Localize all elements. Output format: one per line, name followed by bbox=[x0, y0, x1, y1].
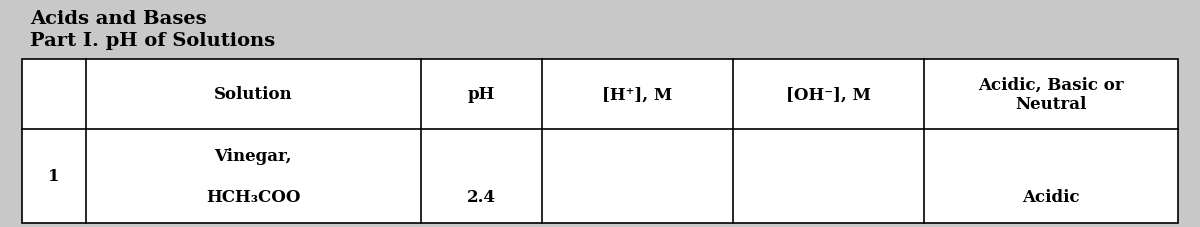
Text: Vinegar,: Vinegar, bbox=[215, 147, 292, 164]
Text: Part I. pH of Solutions: Part I. pH of Solutions bbox=[30, 32, 275, 50]
Text: [H⁺], M: [H⁺], M bbox=[602, 86, 673, 103]
Text: 1: 1 bbox=[48, 168, 60, 185]
Text: Solution: Solution bbox=[214, 86, 293, 103]
Text: pH: pH bbox=[468, 86, 496, 103]
Text: Acids and Bases: Acids and Bases bbox=[30, 10, 206, 28]
Text: [OH⁻], M: [OH⁻], M bbox=[786, 86, 871, 103]
Bar bbox=[22, 60, 1178, 223]
Text: Acidic: Acidic bbox=[1022, 188, 1080, 205]
Text: HCH₃COO: HCH₃COO bbox=[206, 188, 300, 205]
Text: 2.4: 2.4 bbox=[467, 188, 496, 205]
Text: Acidic, Basic or
Neutral: Acidic, Basic or Neutral bbox=[978, 76, 1123, 113]
